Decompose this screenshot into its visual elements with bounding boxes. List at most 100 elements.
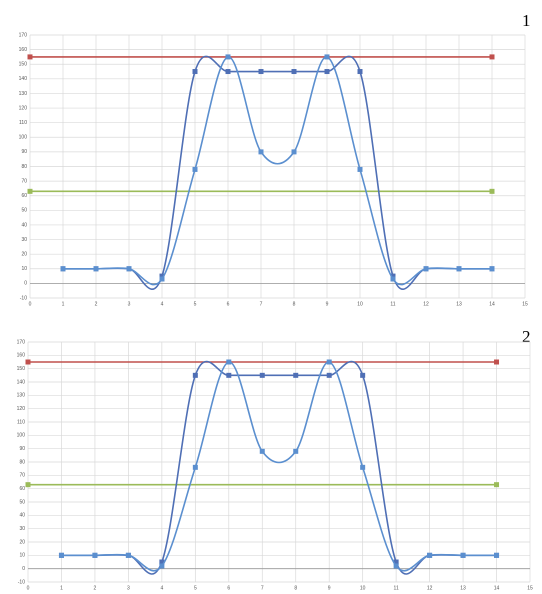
y-tick-label: 140 [19,76,28,82]
x-tick-label: 0 [27,585,30,591]
point-marker [324,54,330,60]
point-marker [226,359,232,365]
y-tick-label: 80 [21,164,27,170]
x-tick-label: 1 [60,585,63,591]
x-tick-label: 10 [357,301,363,307]
x-tick-label: 14 [489,301,495,307]
point-marker [27,188,33,194]
point-marker [291,69,297,75]
point-marker [360,372,366,378]
y-tick-label: 40 [21,222,27,228]
x-tick-label: 13 [460,585,466,591]
point-marker [259,448,265,454]
point-marker [226,372,232,378]
point-marker [494,482,500,488]
y-tick-label: 70 [21,178,27,184]
y-tick-label: 80 [19,459,25,465]
x-tick-label: 9 [326,301,329,307]
y-tick-label: 40 [19,513,25,519]
x-tick-label: 7 [261,585,264,591]
point-marker [489,188,495,194]
x-tick-label: 15 [522,301,528,307]
point-marker [159,563,165,569]
point-marker [258,149,264,155]
x-tick-label: 14 [494,585,500,591]
x-tick-label: 4 [161,301,164,307]
point-marker [192,372,198,378]
point-marker [326,372,332,378]
point-marker [393,563,399,569]
x-tick-label: 2 [94,585,97,591]
y-tick-label: 60 [21,193,27,199]
y-tick-label: 0 [22,566,25,572]
point-marker [489,54,495,60]
y-tick-label: 150 [19,62,28,68]
y-tick-label: 20 [19,539,25,545]
point-marker [326,359,332,365]
x-tick-label: 10 [360,585,366,591]
y-tick-label: 140 [17,379,26,385]
point-marker [159,273,165,279]
point-marker [427,552,433,558]
point-marker [126,266,132,272]
point-marker [293,448,299,454]
point-marker [259,372,265,378]
point-marker [159,559,165,565]
y-tick-label: 120 [17,406,26,412]
point-marker [357,166,363,172]
point-marker [494,359,500,365]
point-marker [360,464,366,470]
y-tick-label: 110 [17,419,25,425]
y-tick-label: 100 [19,135,28,141]
point-marker [192,69,198,75]
x-tick-label: 11 [390,301,395,307]
y-tick-label: 130 [19,91,28,97]
y-tick-label: 110 [19,120,27,126]
x-tick-label: 12 [427,585,433,591]
y-tick-label: -10 [18,579,25,585]
y-tick-label: 170 [19,32,28,38]
y-tick-label: 60 [19,486,25,492]
x-tick-label: 5 [194,301,197,307]
x-tick-label: 13 [456,301,462,307]
y-tick-label: 30 [21,237,27,243]
point-marker [93,266,99,272]
x-tick-label: 6 [227,585,230,591]
point-marker [25,482,31,488]
series-line [63,56,492,286]
point-marker [494,552,500,558]
point-marker [125,552,131,558]
point-marker [60,266,66,272]
x-tick-label: 0 [29,301,32,307]
y-tick-label: 170 [17,339,26,345]
y-tick-label: 90 [21,149,27,155]
x-tick-label: 7 [260,301,263,307]
x-tick-label: 12 [423,301,429,307]
y-tick-label: 30 [19,526,25,532]
point-marker [390,276,396,282]
point-marker [92,552,98,558]
point-marker [192,166,198,172]
y-tick-label: 50 [19,499,25,505]
y-tick-label: 50 [21,208,27,214]
point-marker [159,276,165,282]
x-tick-label: 6 [227,301,230,307]
point-marker [291,149,297,155]
x-tick-label: 3 [128,301,131,307]
y-tick-label: 20 [21,251,27,257]
point-marker [58,552,64,558]
y-tick-label: 90 [19,446,25,452]
y-tick-label: 160 [17,353,26,359]
point-marker [258,69,264,75]
y-tick-label: 160 [19,47,28,53]
x-tick-label: 8 [293,301,296,307]
point-marker [225,54,231,60]
point-marker [27,54,33,60]
point-marker [225,69,231,75]
y-tick-label: 150 [17,366,26,372]
point-marker [25,359,31,365]
series-line [61,360,497,575]
y-tick-label: -10 [20,295,27,301]
y-tick-label: 120 [19,105,28,111]
